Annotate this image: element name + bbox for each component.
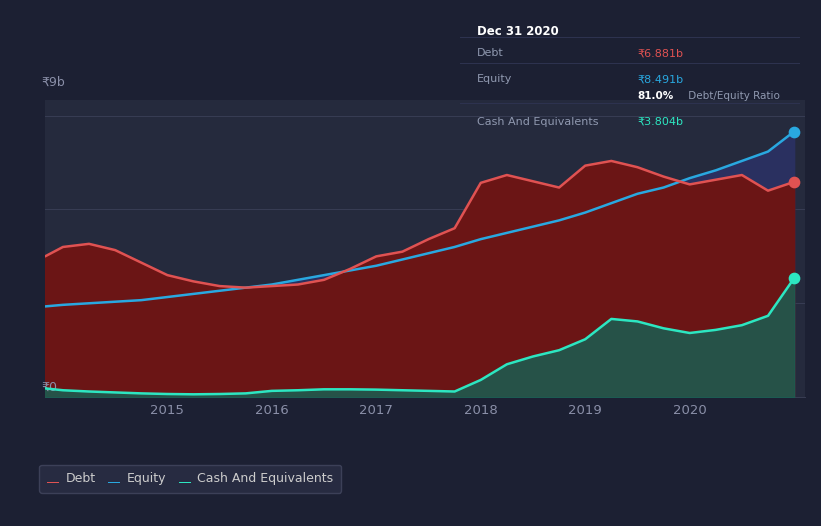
Text: ₹3.804b: ₹3.804b bbox=[637, 117, 683, 127]
Point bbox=[787, 127, 800, 136]
Text: ₹0: ₹0 bbox=[41, 381, 57, 394]
Text: Debt: Debt bbox=[477, 48, 503, 58]
Text: Cash And Equivalents: Cash And Equivalents bbox=[477, 117, 599, 127]
Text: ₹6.881b: ₹6.881b bbox=[637, 48, 683, 58]
Text: ₹9b: ₹9b bbox=[41, 76, 65, 89]
Legend: Debt, Equity, Cash And Equivalents: Debt, Equity, Cash And Equivalents bbox=[39, 464, 341, 493]
Point bbox=[787, 178, 800, 186]
Text: Equity: Equity bbox=[477, 74, 512, 85]
Text: ₹8.491b: ₹8.491b bbox=[637, 74, 683, 85]
Text: Debt/Equity Ratio: Debt/Equity Ratio bbox=[685, 91, 779, 101]
Text: 81.0%: 81.0% bbox=[637, 91, 673, 101]
Text: Dec 31 2020: Dec 31 2020 bbox=[477, 25, 558, 38]
Point bbox=[787, 274, 800, 282]
